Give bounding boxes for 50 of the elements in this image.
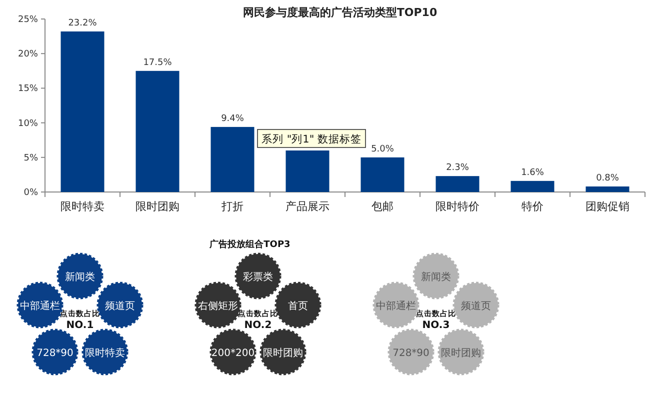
bar	[136, 70, 180, 192]
annotation: 系列 "列1" 数据标签	[262, 132, 362, 146]
y-tick-label: 15%	[18, 84, 38, 94]
bar	[210, 126, 254, 192]
x-tick-label: 特价	[522, 200, 544, 213]
x-tick-label: 产品展示	[286, 200, 330, 213]
text: 新闻类	[65, 271, 95, 283]
text: 广告投放组合TOP3	[208, 239, 290, 250]
bar	[60, 31, 104, 192]
data-label: 9.4%	[221, 114, 244, 124]
data-label: 1.6%	[521, 168, 544, 178]
text: 频道页	[461, 300, 491, 312]
bar	[286, 150, 330, 192]
data-label: 23.2%	[68, 18, 98, 28]
text: 中部通栏	[376, 300, 416, 312]
text: 首页	[288, 300, 308, 312]
x-tick-label: 限时团购	[136, 200, 180, 213]
text: 限时团购	[263, 347, 303, 359]
text: 728*90	[392, 348, 430, 359]
x-tick-label: 限时特价	[436, 200, 480, 213]
x-tick-label: 打折	[220, 200, 244, 213]
bar	[436, 176, 480, 192]
x-tick-label: 限时特卖	[60, 200, 104, 213]
y-tick-label: 0%	[24, 188, 38, 198]
data-label: 0.8%	[596, 173, 620, 184]
text: 右侧矩形	[198, 300, 238, 312]
text: 限时团购	[441, 347, 481, 359]
x-tick-label: 包邮	[372, 200, 394, 213]
data-label: 2.3%	[446, 163, 470, 174]
bar	[510, 180, 554, 192]
text: NO.2	[244, 320, 272, 331]
bar	[586, 186, 630, 192]
text: NO.1	[66, 320, 94, 331]
text: 彩票类	[243, 271, 273, 283]
text: 728*90	[36, 348, 74, 359]
y-tick-label: 20%	[18, 50, 38, 60]
text: NO.3	[422, 320, 450, 331]
text: 新闻类	[421, 271, 451, 283]
text: 限时特卖	[85, 347, 125, 359]
y-tick-label: 25%	[18, 15, 38, 25]
bar	[360, 157, 404, 192]
text: 中部通栏	[20, 300, 60, 312]
y-tick-label: 10%	[18, 118, 38, 129]
data-label: 17.5%	[143, 58, 172, 68]
x-tick-label: 团购促销	[586, 200, 630, 213]
text: 频道页	[105, 300, 135, 312]
data-label: 5.0%	[371, 144, 394, 154]
chart-title: 网民参与度最高的广告活动类型TOP10	[242, 6, 438, 19]
text: 200*200	[211, 348, 255, 359]
y-tick-label: 5%	[24, 153, 38, 164]
